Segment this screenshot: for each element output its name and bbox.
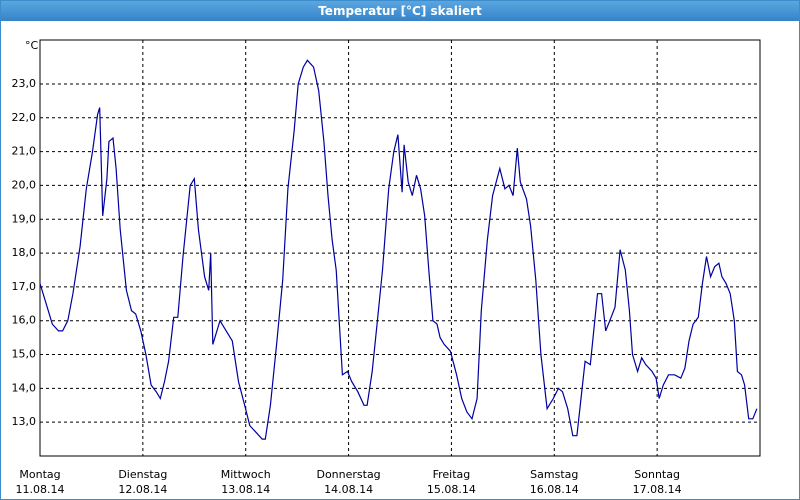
x-tick-date: 17.08.14 bbox=[633, 483, 682, 496]
x-tick-label: Montag bbox=[19, 468, 60, 481]
plot-area bbox=[39, 39, 761, 457]
x-tick-label: Mittwoch bbox=[221, 468, 271, 481]
x-tick-date: 13.08.14 bbox=[221, 483, 270, 496]
y-tick-label: 20,0 bbox=[12, 178, 37, 191]
y-tick-label: 17,0 bbox=[12, 280, 37, 293]
y-tick-label: 15,0 bbox=[12, 348, 37, 361]
x-tick-date: 15.08.14 bbox=[427, 483, 476, 496]
window-title: Temperatur [°C] skaliert bbox=[1, 1, 799, 21]
y-tick-label: 21,0 bbox=[12, 145, 37, 158]
temperature-line bbox=[39, 59, 758, 440]
x-tick-date: 12.08.14 bbox=[118, 483, 167, 496]
y-tick-label: 14,0 bbox=[12, 381, 37, 394]
x-tick-label: Dienstag bbox=[118, 468, 167, 481]
x-tick-label: Freitag bbox=[433, 468, 471, 481]
x-tick-date: 14.08.14 bbox=[324, 483, 373, 496]
y-tick-label: 13,0 bbox=[12, 415, 37, 428]
x-tick-label: Samstag bbox=[530, 468, 578, 481]
x-tick-date: 16.08.14 bbox=[530, 483, 579, 496]
y-tick-label: 18,0 bbox=[12, 246, 37, 259]
y-tick-label: 22,0 bbox=[12, 111, 37, 124]
y-tick-label: 23,0 bbox=[12, 77, 37, 90]
y-unit: °C bbox=[25, 39, 39, 52]
x-tick-date: 11.08.14 bbox=[16, 483, 65, 496]
x-tick-label: Sonntag bbox=[634, 468, 680, 481]
y-tick-label: 16,0 bbox=[12, 314, 37, 327]
y-tick-label: 19,0 bbox=[12, 212, 37, 225]
x-tick-label: Donnerstag bbox=[316, 468, 380, 481]
